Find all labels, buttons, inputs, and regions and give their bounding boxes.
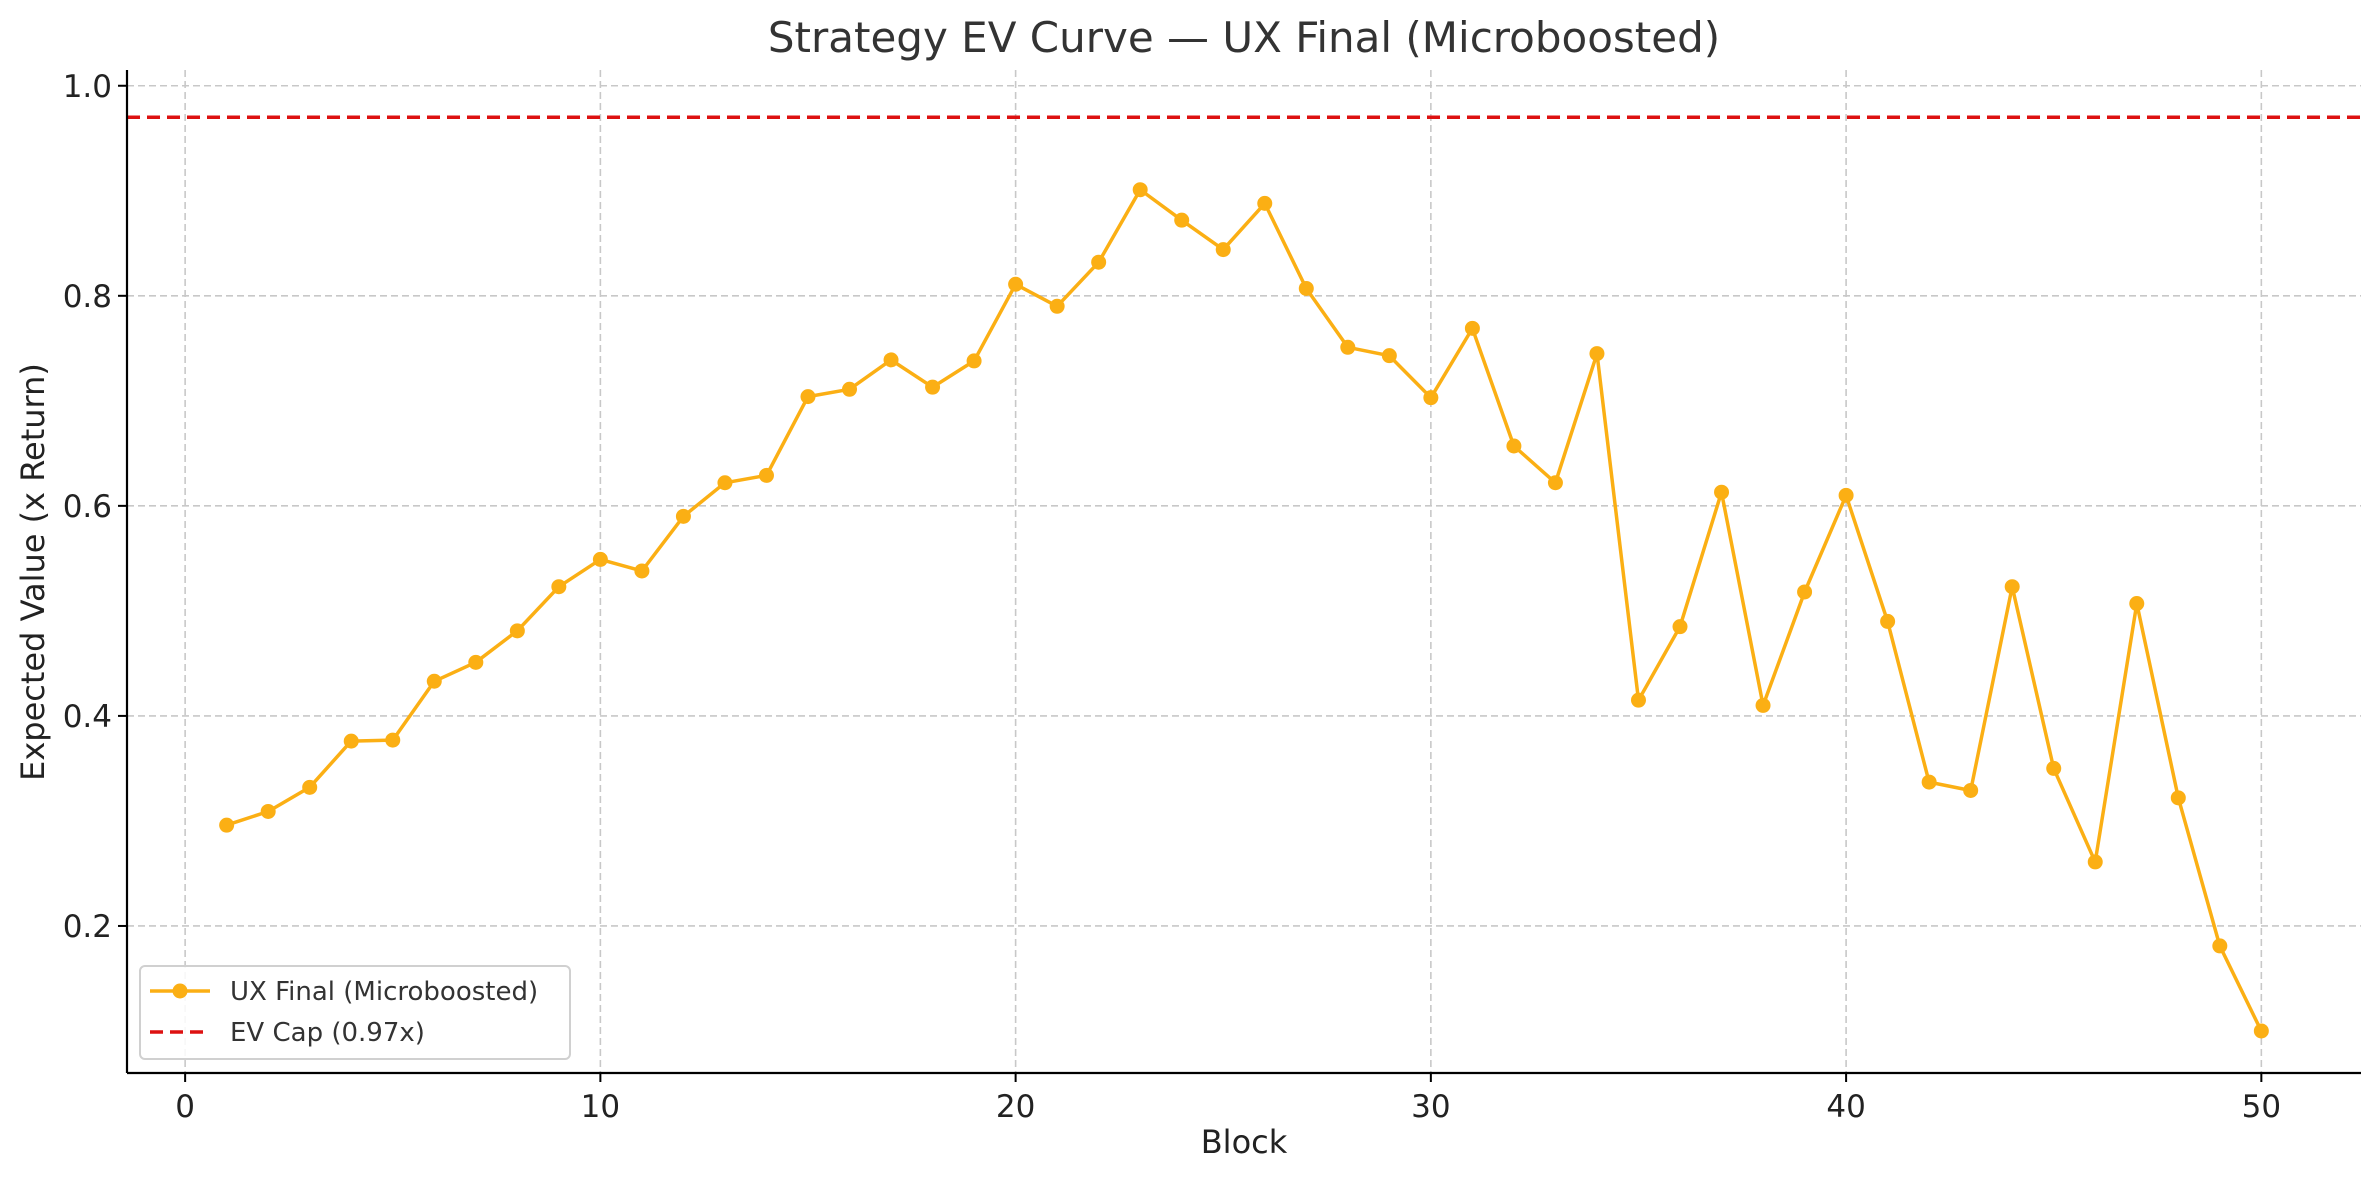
x-tick-label: 40: [1826, 1089, 1865, 1125]
data-point: [2253, 1023, 2269, 1039]
data-point: [1963, 782, 1979, 798]
y-tick-label: 0.2: [63, 909, 112, 945]
data-point: [717, 475, 733, 491]
data-point: [1215, 242, 1231, 258]
data-point: [468, 654, 484, 670]
data-point: [1381, 348, 1397, 364]
data-point: [1755, 697, 1771, 713]
data-point: [2170, 790, 2186, 806]
chart-title: Strategy EV Curve — UX Final (Microboost…: [768, 13, 1720, 62]
x-tick-label: 30: [1411, 1089, 1450, 1125]
data-point: [1797, 584, 1813, 600]
data-point: [2004, 579, 2020, 595]
data-point: [1174, 212, 1190, 228]
data-point: [2046, 760, 2062, 776]
data-point: [883, 352, 899, 368]
data-point: [2087, 854, 2103, 870]
series-layer: [219, 182, 2269, 1039]
data-point: [1921, 774, 1937, 790]
axis-ticks: 0 10 20 30 40 50 0.2 0.4 0.6 0.8 1.0: [63, 69, 2281, 1125]
data-point: [426, 673, 442, 689]
data-point: [509, 623, 525, 639]
y-tick-label: 1.0: [63, 69, 112, 105]
data-point: [1880, 613, 1896, 629]
legend-series-label: UX Final (Microboosted): [230, 977, 538, 1007]
data-point: [1091, 254, 1107, 270]
data-point: [260, 803, 276, 819]
data-point: [343, 733, 359, 749]
data-point: [1506, 438, 1522, 454]
data-point: [1298, 280, 1314, 296]
data-point: [1630, 692, 1646, 708]
data-point: [1838, 487, 1854, 503]
legend-series-marker: [172, 983, 188, 999]
data-point: [385, 732, 401, 748]
series-line: [226, 187, 2263, 1032]
data-point: [1132, 182, 1148, 198]
data-point: [842, 381, 858, 397]
data-point: [1257, 195, 1273, 211]
legend: UX Final (Microboosted) EV Cap (0.97x): [139, 965, 571, 1060]
legend-evcap-label: EV Cap (0.97x): [230, 1018, 425, 1048]
data-point: [2129, 596, 2145, 612]
data-point: [1714, 484, 1730, 500]
data-point: [925, 379, 941, 395]
grid-lines: [127, 70, 2361, 1073]
data-point: [592, 551, 608, 567]
legend-box: [139, 965, 571, 1060]
y-tick-label: 0.8: [63, 279, 112, 315]
y-tick-label: 0.4: [63, 699, 112, 735]
data-point: [1008, 276, 1024, 292]
data-point: [966, 353, 982, 369]
y-tick-label: 0.6: [63, 489, 112, 525]
data-point: [1589, 346, 1605, 362]
data-point: [219, 817, 235, 833]
data-point: [1464, 320, 1480, 336]
data-point: [302, 779, 318, 795]
data-point: [758, 467, 774, 483]
data-point: [1672, 619, 1688, 635]
x-tick-label: 50: [2242, 1089, 2281, 1125]
data-point: [1547, 475, 1563, 491]
data-point: [1423, 390, 1439, 406]
data-point: [2212, 938, 2228, 954]
data-point: [1049, 298, 1065, 314]
data-point: [800, 389, 816, 405]
data-point: [1340, 339, 1356, 355]
x-tick-label: 0: [175, 1089, 195, 1125]
y-axis-label: Expected Value (x Return): [14, 363, 52, 781]
data-point: [551, 579, 567, 595]
x-tick-label: 10: [581, 1089, 620, 1125]
data-point: [634, 563, 650, 579]
data-point: [675, 508, 691, 524]
x-tick-label: 20: [996, 1089, 1035, 1125]
x-axis-label: Block: [1201, 1123, 1288, 1161]
